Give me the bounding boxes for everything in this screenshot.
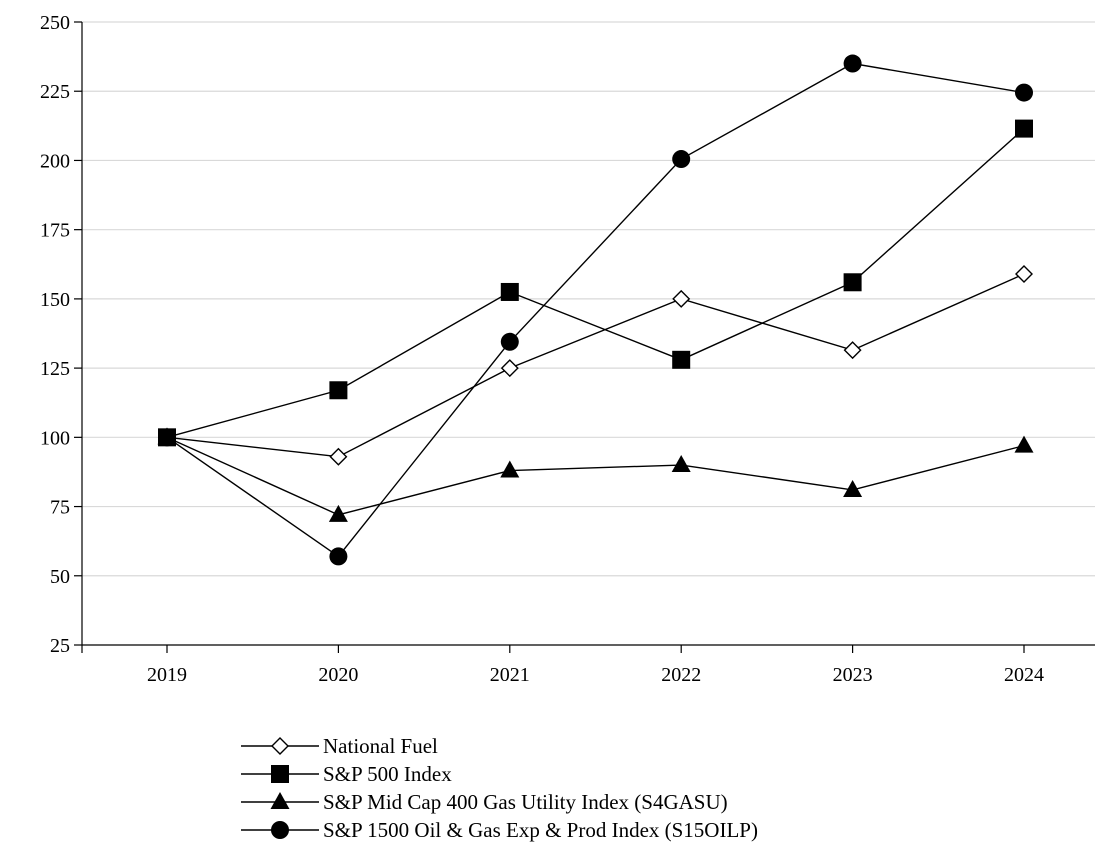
legend-item: National Fuel [241, 734, 438, 758]
y-tick-label: 150 [40, 289, 70, 311]
legend-label: S&P Mid Cap 400 Gas Utility Index (S4GAS… [323, 790, 728, 814]
data-point-2 [500, 282, 519, 301]
x-tick-label: 2023 [833, 664, 873, 686]
data-point-1 [500, 359, 519, 378]
series-lines [166, 62, 1025, 558]
y-tick-label: 100 [40, 427, 70, 449]
y-tick-label: 50 [50, 566, 70, 588]
legend-label: S&P 1500 Oil & Gas Exp & Prod Index (S15… [323, 818, 758, 842]
x-tick-label: 2019 [147, 664, 187, 686]
data-point-2 [329, 381, 348, 400]
data-point-4 [672, 150, 691, 169]
legend-marker [271, 765, 289, 783]
y-tick-label: 25 [50, 635, 70, 657]
data-point-4 [843, 54, 862, 73]
data-point-3 [671, 455, 691, 473]
data-point-3 [328, 504, 348, 522]
data-point-2 [672, 350, 691, 369]
legend-item: S&P 1500 Oil & Gas Exp & Prod Index (S15… [241, 818, 758, 842]
legend-marker [270, 792, 290, 809]
x-tick-label: 2021 [490, 664, 530, 686]
legend-marker [271, 821, 289, 839]
y-tick-label: 200 [40, 150, 70, 172]
legend-marker [271, 737, 289, 755]
data-point-1 [329, 447, 348, 466]
series-line-1 [166, 273, 1025, 458]
series-line-4 [166, 62, 1025, 558]
legend-label: National Fuel [323, 734, 438, 758]
data-point-3 [1014, 435, 1034, 453]
data-point-2 [843, 273, 862, 292]
legend-item: S&P Mid Cap 400 Gas Utility Index (S4GAS… [241, 790, 728, 814]
axes [81, 22, 1095, 646]
legend-label: S&P 500 Index [323, 762, 452, 786]
legend-item: S&P 500 Index [241, 762, 452, 786]
data-point-1 [843, 341, 862, 360]
data-point-1 [1015, 264, 1033, 283]
y-tick-label: 125 [40, 358, 70, 380]
x-tick-label: 2022 [661, 664, 701, 686]
data-point-3 [500, 460, 520, 478]
x-tick-label: 2020 [318, 664, 358, 686]
gridlines [82, 21, 1095, 577]
data-point-4 [500, 332, 519, 351]
y-tick-label: 250 [40, 12, 70, 34]
x-tick-label: 2024 [1004, 664, 1044, 686]
data-point-1 [672, 289, 691, 308]
x-axis-ticks: 2019 2020 2021 2022 2023 2024 [81, 645, 1044, 686]
series-line-2 [166, 128, 1025, 439]
data-point-2 [1015, 119, 1033, 138]
data-point-3 [843, 479, 863, 497]
series-markers [157, 54, 1034, 566]
legend: National Fuel S&P 500 Index S&P Mid Cap 40… [241, 734, 758, 842]
series-line-3 [166, 436, 1025, 516]
data-point-4 [1015, 83, 1033, 102]
y-tick-label: 225 [40, 81, 70, 103]
data-point-4 [158, 428, 176, 447]
y-tick-label: 75 [50, 497, 70, 519]
data-point-4 [329, 547, 348, 566]
y-tick-label: 175 [40, 220, 70, 242]
y-axis-ticks: 25 50 75 100 125 150 175 200 225 250 [40, 12, 82, 657]
